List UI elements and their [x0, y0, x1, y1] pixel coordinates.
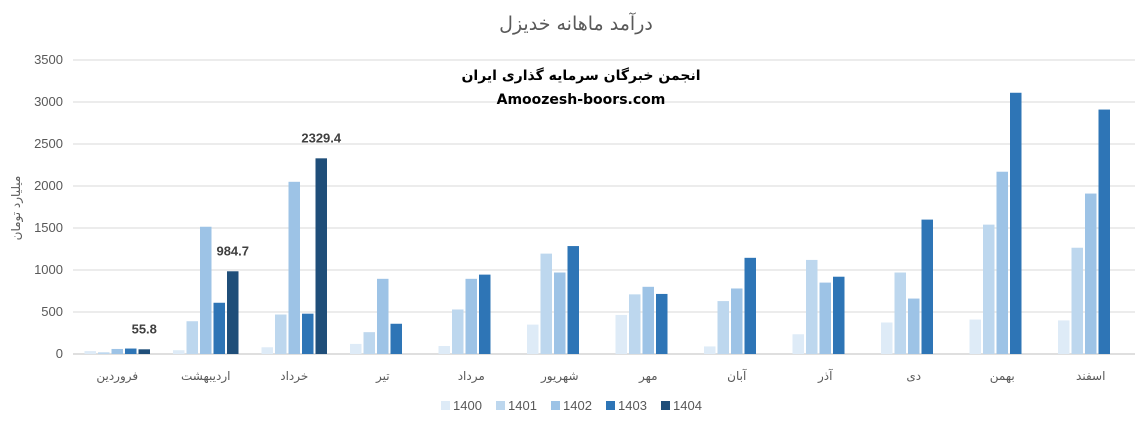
- bar-1400: [615, 314, 627, 354]
- bar-1402: [200, 226, 212, 354]
- legend-swatch-1401: [496, 401, 505, 410]
- y-tick-label: 2000: [34, 178, 63, 193]
- legend: 1400 1401 1402 1403 1404: [441, 398, 702, 413]
- bar-1401: [629, 294, 641, 354]
- y-axis-label: میلیارد تومان: [9, 176, 24, 241]
- legend-label-1404: 1404: [673, 398, 702, 413]
- bar-1400: [84, 351, 96, 354]
- bar-1401: [540, 253, 552, 354]
- y-tick-label: 3500: [34, 52, 63, 67]
- bar-1402: [288, 181, 300, 354]
- bar-1400: [438, 346, 450, 354]
- bar-1400: [881, 322, 893, 354]
- bar-1403: [1098, 109, 1110, 354]
- bars: [84, 92, 1110, 354]
- bar-1403: [921, 219, 933, 354]
- legend-swatch-1404: [661, 401, 670, 410]
- bar-1403: [479, 274, 491, 354]
- bar-1403: [567, 246, 579, 354]
- bar-1400: [792, 334, 804, 354]
- x-tick-label: دی: [906, 369, 921, 383]
- bar-1401: [806, 259, 818, 354]
- bar-1400: [527, 324, 539, 354]
- x-tick-label: فروردین: [96, 369, 138, 384]
- chart-title: درآمد ماهانه خدیزل: [499, 11, 653, 35]
- bar-1400: [704, 346, 716, 354]
- data-label: 2329.4: [301, 130, 342, 145]
- y-axis-ticks: 0 500 1000 1500 2000 2500 3000 3500: [34, 52, 63, 361]
- y-tick-label: 2500: [34, 136, 63, 151]
- bar-1400: [173, 350, 185, 354]
- x-tick-label: مرداد: [458, 369, 485, 384]
- x-tick-label: مهر: [638, 369, 658, 384]
- bar-1401: [275, 314, 287, 354]
- bar-1403: [302, 313, 314, 354]
- bar-1400: [261, 347, 273, 354]
- bar-1404: [227, 271, 239, 354]
- x-tick-label: بهمن: [990, 369, 1015, 384]
- x-tick-label: اردیبهشت: [181, 369, 230, 384]
- bar-1403: [744, 257, 756, 354]
- bar-1401: [717, 301, 729, 354]
- data-labels: 55.8 984.7 2329.4: [132, 130, 342, 336]
- bar-1402: [554, 272, 566, 354]
- watermark-title: انجمن خبرگان سرمایه گذاری ایران: [461, 67, 700, 84]
- bar-1403: [213, 302, 225, 354]
- bar-1402: [731, 288, 743, 354]
- gridlines: [73, 59, 1135, 355]
- legend-swatch-1402: [551, 401, 560, 410]
- bar-1402: [111, 348, 123, 354]
- y-tick-label: 1000: [34, 262, 63, 277]
- legend-swatch-1400: [441, 401, 450, 410]
- bar-1401: [894, 272, 906, 354]
- bar-1401: [363, 332, 375, 354]
- bar-1402: [996, 171, 1008, 354]
- y-tick-label: 3000: [34, 94, 63, 109]
- data-label: 984.7: [216, 243, 249, 258]
- bar-1402: [465, 278, 477, 354]
- bar-1404: [315, 158, 327, 354]
- bar-1403: [390, 323, 402, 354]
- bar-1402: [642, 286, 654, 354]
- bar-1401: [186, 321, 198, 354]
- data-label: 55.8: [132, 321, 157, 336]
- bar-1403: [833, 276, 845, 354]
- x-axis-ticks: فروردین اردیبهشت خرداد تیر مرداد شهریور مهر آبا…: [96, 368, 1105, 384]
- bar-1400: [1058, 320, 1070, 354]
- x-tick-label: آذر: [817, 368, 833, 384]
- legend-label-1403: 1403: [618, 398, 647, 413]
- y-tick-label: 500: [41, 304, 63, 319]
- bar-1400: [350, 343, 362, 354]
- bar-1400: [969, 319, 981, 354]
- bar-1401: [98, 352, 110, 354]
- y-tick-label: 0: [56, 346, 63, 361]
- bar-1404: [138, 349, 150, 354]
- bar-1402: [908, 298, 920, 354]
- legend-label-1402: 1402: [563, 398, 592, 413]
- bar-1401: [452, 309, 464, 354]
- legend-label-1400: 1400: [453, 398, 482, 413]
- x-tick-label: خرداد: [280, 369, 308, 384]
- x-tick-label: اسفند: [1076, 369, 1105, 383]
- bar-1403: [1010, 92, 1022, 354]
- bar-1401: [1071, 247, 1083, 354]
- bar-1401: [983, 224, 995, 354]
- watermark-url: Amoozesh-boors.com: [497, 92, 666, 108]
- legend-label-1401: 1401: [508, 398, 537, 413]
- y-tick-label: 1500: [34, 220, 63, 235]
- bar-1402: [1085, 193, 1097, 354]
- bar-1403: [125, 348, 137, 354]
- legend-swatch-1403: [606, 401, 615, 410]
- bar-1402: [377, 278, 389, 354]
- bar-1403: [656, 293, 668, 354]
- x-tick-label: آبان: [727, 368, 747, 383]
- bar-1402: [819, 282, 831, 354]
- x-tick-label: تیر: [375, 369, 390, 384]
- x-tick-label: شهریور: [540, 369, 579, 384]
